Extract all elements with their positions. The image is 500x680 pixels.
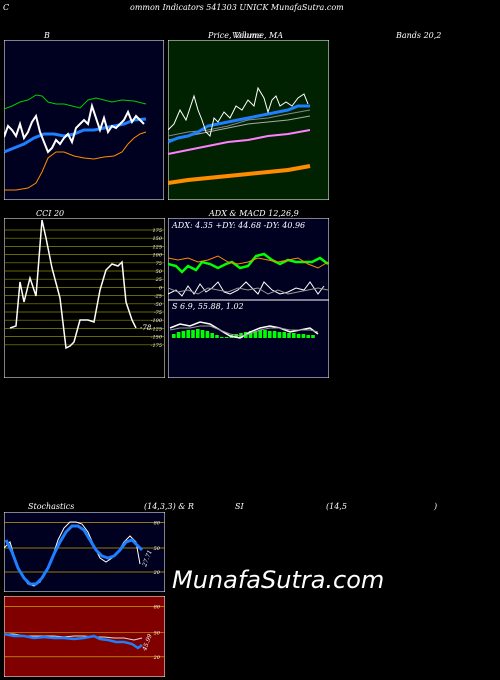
rsi-params-label: (14,5 — [326, 502, 347, 511]
cci-tick-label: 100 — [152, 253, 162, 259]
macd-hist-bar — [181, 331, 186, 338]
macd-hist-bar — [272, 331, 277, 338]
price-line — [4, 102, 145, 154]
stochastics-label: Stochastics — [28, 502, 75, 511]
cci-line — [9, 219, 137, 350]
macd-hist-bar — [292, 333, 296, 338]
cci-tick-label: 75 — [156, 261, 162, 267]
macd-hist-bar — [268, 331, 272, 338]
rsi-label: SI — [235, 502, 244, 511]
cci-tick-label: 175 — [152, 228, 162, 234]
macd-hist-bar — [215, 335, 219, 338]
cci-tick-label: 25 — [155, 277, 162, 283]
macd-hist-bar — [277, 332, 282, 338]
macd-hist-bar — [196, 329, 200, 338]
cci-tick-label: 125 — [152, 244, 162, 250]
bands-params-label: Bands 20,2 — [396, 31, 442, 40]
lower-band-line — [4, 131, 147, 191]
cci-tick-label: -25 — [154, 294, 162, 300]
macd-hist-bar — [186, 330, 190, 338]
macd-hist-bar — [258, 330, 262, 338]
grid-tick-label: 80 — [154, 520, 161, 526]
watermark-text: MunafaSutra.com — [172, 566, 385, 594]
macd-hist-bar — [172, 334, 176, 338]
cci-tick-label: -175 — [151, 343, 162, 349]
upper-band-line — [4, 94, 147, 110]
price-ma-label: Price, Volume, MA — [208, 31, 284, 40]
macd-hist-bar — [253, 331, 258, 338]
macd-hist-bar — [263, 330, 267, 338]
macd-hist-bar — [282, 332, 286, 338]
cci-tick-label: 50 — [156, 269, 163, 275]
ma-blue-line — [168, 104, 310, 144]
grid-tick-label: 50 — [154, 546, 161, 552]
cci-tick-label: 0 — [159, 285, 163, 291]
macd-hist-bar — [287, 333, 291, 338]
macd-hist-bar — [306, 335, 310, 338]
rsi-line — [4, 632, 143, 650]
adx-line — [168, 281, 325, 297]
macd-hist-bar — [224, 337, 229, 338]
macd-hist-bar — [248, 331, 253, 338]
header-title: ommon Indicators 541303 UNICK MunafaSutr… — [130, 3, 344, 12]
stoch-d-line — [4, 524, 144, 586]
header-prefix: C — [3, 3, 10, 12]
macd-signal-line — [169, 325, 319, 337]
cci-tick-label: -100 — [151, 318, 163, 324]
bollinger-bands-chart — [4, 40, 164, 200]
price-volume-ma-chart — [168, 40, 329, 200]
macd-hist-bar — [210, 333, 214, 338]
rsi-params-close: ) — [434, 502, 438, 511]
adx-line-gray — [168, 287, 329, 295]
cci-tick-label: -125 — [151, 326, 162, 332]
volume-overlay-label: Volume — [232, 31, 262, 40]
cci-last-value: -78 — [140, 324, 152, 332]
grid-tick-label: 80 — [154, 605, 161, 611]
grid-tick-label: 20 — [153, 570, 161, 576]
stochastics-params-label: (14,3,3) & R — [144, 502, 194, 511]
cci-tick-label: -150 — [151, 335, 163, 341]
plus-di-line — [168, 252, 329, 274]
ma-pink-line — [168, 129, 311, 155]
macd-hist-bar — [234, 334, 238, 338]
cci-tick-label: -75 — [154, 310, 162, 316]
cci-tick-label: -50 — [154, 302, 163, 308]
cci-chart: 175 150 125 100 75 50 25 0 -25 -50 -75 -100 -125 -150… — [4, 218, 165, 378]
adx-macd-label: ADX & MACD 12,26,9 — [209, 209, 299, 218]
macd-hist-bar — [200, 330, 205, 338]
cci-label: CCI 20 — [36, 209, 65, 218]
bands-label: B — [44, 31, 50, 40]
ma-gray-line-2 — [168, 109, 311, 137]
macd-hist-bar — [191, 330, 195, 338]
macd-hist-bar — [296, 334, 301, 338]
macd-hist-bar — [301, 334, 306, 338]
grid-tick-label: 50 — [154, 630, 161, 636]
macd-hist-bar — [311, 335, 315, 338]
minus-di-line — [168, 255, 329, 269]
macd-hist-bar — [220, 337, 224, 338]
close-price-line — [168, 86, 309, 137]
macd-values-text: S 6.9, 55.88, 1.02 — [172, 302, 244, 311]
adx-values-text: ADX: 4.35 +DY: 44.68 -DY: 40.96 — [171, 221, 305, 230]
adx-macd-chart: ADX: 4.35 +DY: 44.68 -DY: 40.96 S 6.9, 5… — [168, 218, 329, 378]
macd-hist-bar — [205, 331, 210, 338]
grid-tick-label: 20 — [153, 655, 161, 661]
macd-hist-bar — [176, 332, 181, 338]
cci-tick-label: 150 — [152, 236, 162, 242]
ma-orange-band — [168, 164, 311, 185]
